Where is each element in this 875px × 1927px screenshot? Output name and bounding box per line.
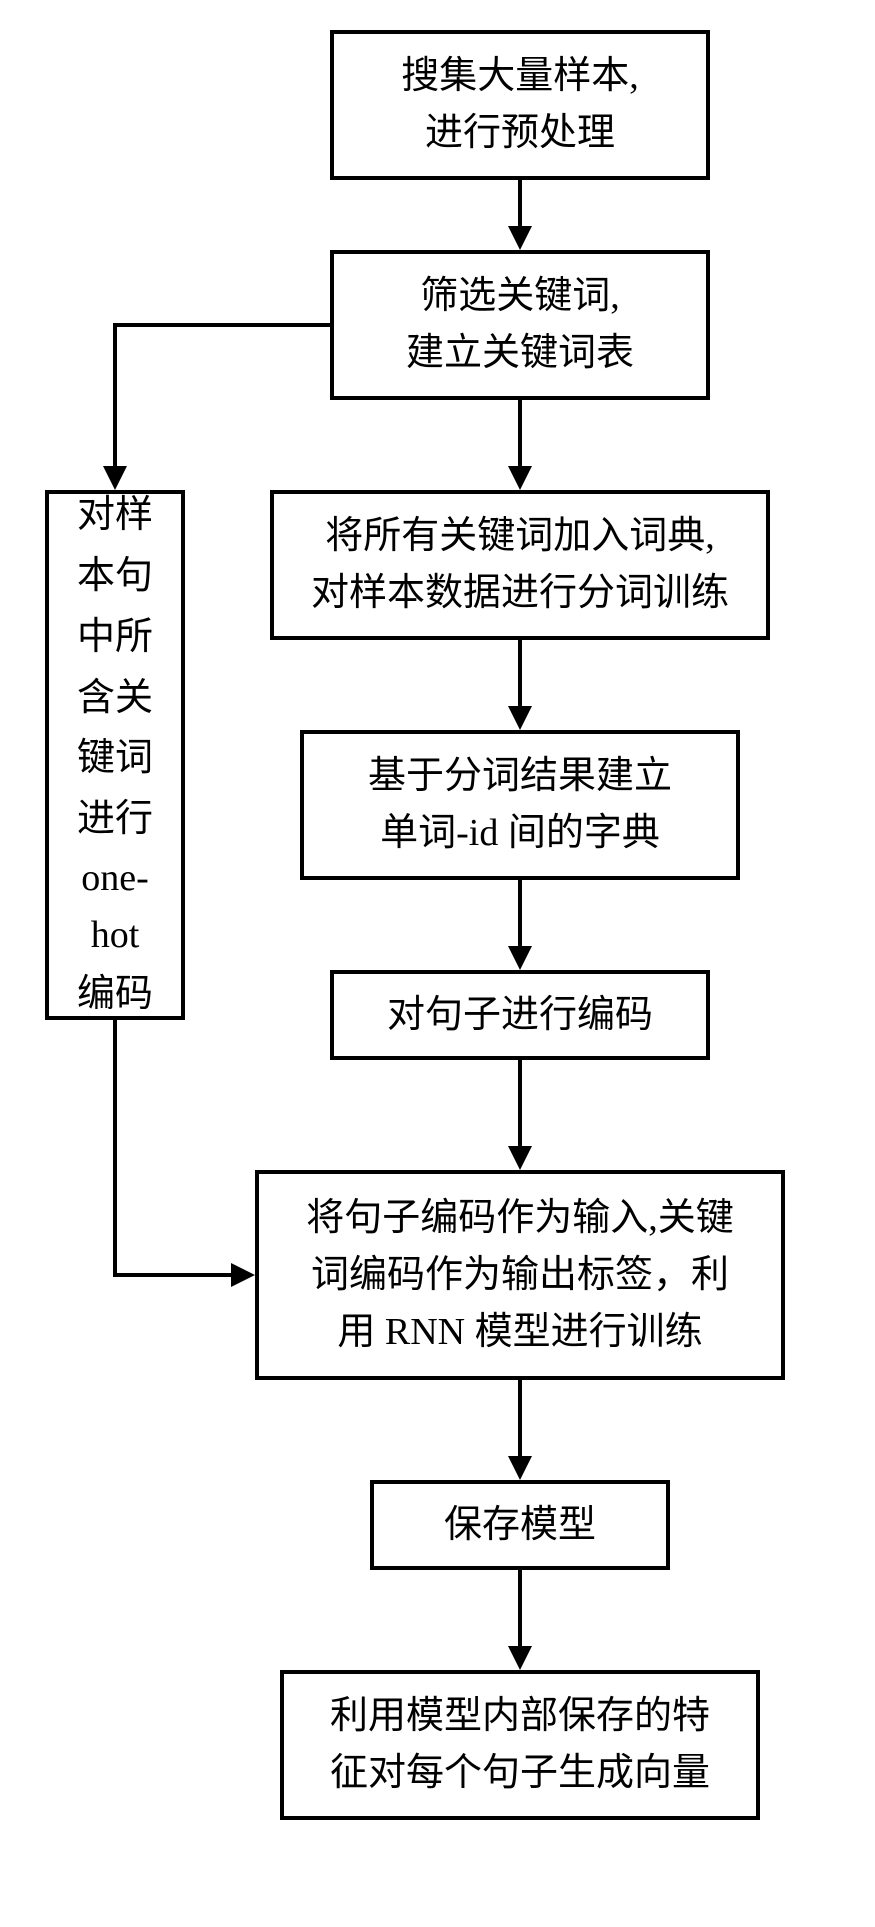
edge-elbow	[115, 1020, 251, 1275]
edge-elbow	[115, 325, 330, 486]
flowchart-arrows	[0, 0, 875, 1927]
